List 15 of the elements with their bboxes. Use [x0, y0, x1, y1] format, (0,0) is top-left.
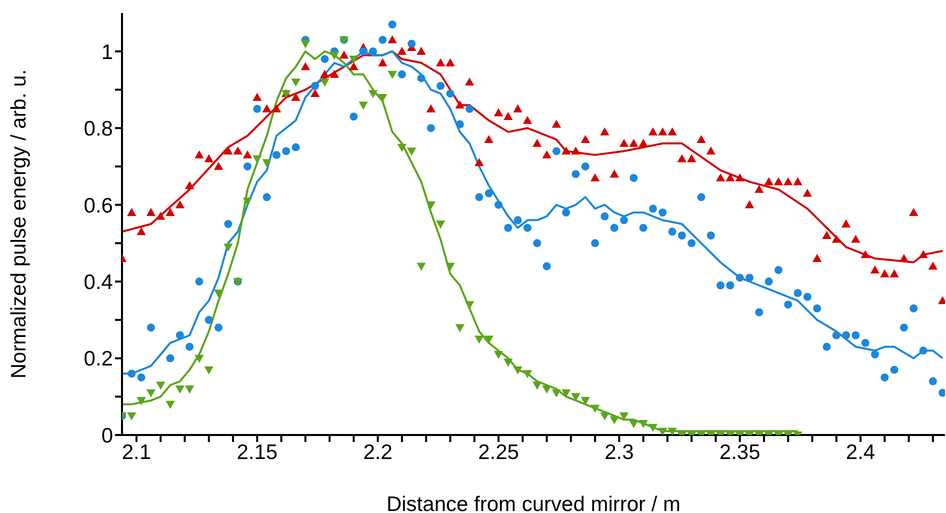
- y-tick-label: 0: [101, 424, 113, 448]
- y-axis-title: Normalized pulse energy / arb. u.: [7, 69, 30, 379]
- y-tick-label: 1: [101, 40, 113, 64]
- x-tick-label: 2.4: [846, 440, 876, 464]
- y-tick-label: 0.6: [84, 194, 113, 218]
- x-tick-label: 2.3: [604, 440, 634, 464]
- y-tick-label: 0.8: [84, 118, 113, 141]
- x-tick-label: 2.15: [236, 440, 278, 464]
- x-tick-label: 2.25: [478, 440, 519, 464]
- x-axis-title: Distance from curved mirror / m: [386, 493, 681, 513]
- y-tick-label: 0.2: [84, 348, 113, 371]
- y-tick-label: 0.4: [84, 271, 114, 294]
- x-tick-label: 2.2: [363, 440, 392, 464]
- x-tick-label: 2.1: [122, 440, 152, 464]
- x-tick-label: 2.35: [719, 440, 760, 464]
